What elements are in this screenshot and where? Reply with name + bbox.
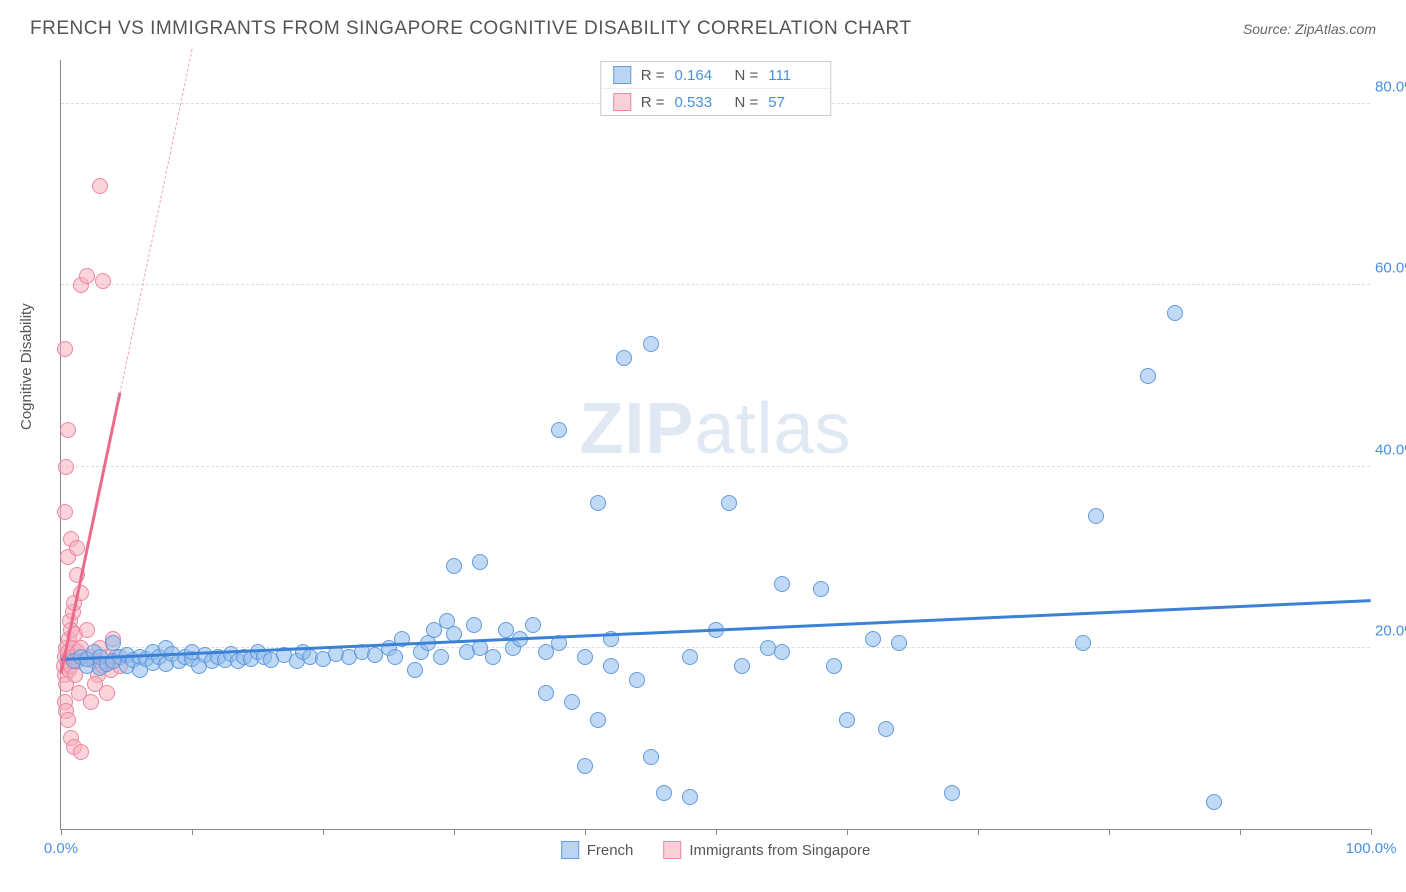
data-point bbox=[60, 712, 76, 728]
x-tick bbox=[585, 829, 586, 835]
x-tick bbox=[192, 829, 193, 835]
x-tick-label: 0.0% bbox=[44, 840, 78, 857]
data-point bbox=[83, 694, 99, 710]
data-point bbox=[407, 662, 423, 678]
swatch-pink-icon bbox=[663, 841, 681, 859]
y-tick-label: 20.0% bbox=[1375, 622, 1406, 639]
source-attribution: Source: ZipAtlas.com bbox=[1243, 21, 1376, 37]
swatch-pink bbox=[613, 93, 631, 111]
n-value-singapore: 57 bbox=[768, 94, 818, 111]
data-point bbox=[472, 554, 488, 570]
stats-row-french: R = 0.164 N = 111 bbox=[601, 62, 831, 88]
data-point bbox=[525, 617, 541, 633]
data-point bbox=[603, 658, 619, 674]
y-axis-label: Cognitive Disability bbox=[18, 303, 35, 430]
correlation-stats-box: R = 0.164 N = 111 R = 0.533 N = 57 bbox=[600, 61, 832, 116]
trend-line bbox=[61, 600, 1371, 662]
data-point bbox=[682, 789, 698, 805]
data-point bbox=[1167, 305, 1183, 321]
data-point bbox=[551, 422, 567, 438]
legend-item-singapore: Immigrants from Singapore bbox=[663, 841, 870, 859]
gridline bbox=[61, 284, 1370, 285]
data-point bbox=[1206, 794, 1222, 810]
data-point bbox=[590, 495, 606, 511]
data-point bbox=[1088, 508, 1104, 524]
chart-title: FRENCH VS IMMIGRANTS FROM SINGAPORE COGN… bbox=[30, 18, 912, 40]
data-point bbox=[643, 749, 659, 765]
watermark: ZIPatlas bbox=[579, 388, 851, 470]
data-point bbox=[95, 273, 111, 289]
data-point bbox=[721, 495, 737, 511]
data-point bbox=[826, 658, 842, 674]
swatch-blue-icon bbox=[561, 841, 579, 859]
data-point bbox=[99, 685, 115, 701]
data-point bbox=[446, 558, 462, 574]
data-point bbox=[944, 785, 960, 801]
x-tick bbox=[716, 829, 717, 835]
data-point bbox=[656, 785, 672, 801]
bottom-legend: French Immigrants from Singapore bbox=[561, 841, 871, 859]
data-point bbox=[57, 504, 73, 520]
swatch-blue bbox=[613, 66, 631, 84]
data-point bbox=[564, 694, 580, 710]
data-point bbox=[774, 576, 790, 592]
y-tick-label: 60.0% bbox=[1375, 260, 1406, 277]
x-tick bbox=[323, 829, 324, 835]
n-value-french: 111 bbox=[768, 67, 818, 84]
data-point bbox=[60, 422, 76, 438]
stats-row-singapore: R = 0.533 N = 57 bbox=[601, 88, 831, 115]
data-point bbox=[643, 336, 659, 352]
r-value-french: 0.164 bbox=[675, 67, 725, 84]
data-point bbox=[629, 672, 645, 688]
data-point bbox=[878, 721, 894, 737]
data-point bbox=[466, 617, 482, 633]
data-point bbox=[577, 758, 593, 774]
data-point bbox=[813, 581, 829, 597]
data-point bbox=[734, 658, 750, 674]
x-tick bbox=[847, 829, 848, 835]
legend-item-french: French bbox=[561, 841, 634, 859]
data-point bbox=[839, 712, 855, 728]
x-tick bbox=[1109, 829, 1110, 835]
y-tick-label: 80.0% bbox=[1375, 79, 1406, 96]
data-point bbox=[865, 631, 881, 647]
data-point bbox=[92, 178, 108, 194]
data-point bbox=[79, 622, 95, 638]
data-point bbox=[57, 341, 73, 357]
data-point bbox=[79, 268, 95, 284]
data-point bbox=[616, 350, 632, 366]
x-tick-label: 100.0% bbox=[1346, 840, 1397, 857]
data-point bbox=[1140, 368, 1156, 384]
data-point bbox=[774, 644, 790, 660]
data-point bbox=[577, 649, 593, 665]
data-point bbox=[58, 459, 74, 475]
gridline bbox=[61, 466, 1370, 467]
data-point bbox=[590, 712, 606, 728]
data-point bbox=[891, 635, 907, 651]
x-tick bbox=[1240, 829, 1241, 835]
r-value-singapore: 0.533 bbox=[675, 94, 725, 111]
x-tick bbox=[978, 829, 979, 835]
chart-plot-area: ZIPatlas 20.0%40.0%60.0%80.0% 0.0%100.0%… bbox=[60, 60, 1370, 830]
data-point bbox=[69, 540, 85, 556]
data-point bbox=[433, 649, 449, 665]
trend-line-dashed bbox=[119, 49, 192, 393]
data-point bbox=[1075, 635, 1091, 651]
data-point bbox=[73, 744, 89, 760]
data-point bbox=[538, 685, 554, 701]
x-tick bbox=[454, 829, 455, 835]
x-tick bbox=[1371, 829, 1372, 835]
data-point bbox=[485, 649, 501, 665]
data-point bbox=[682, 649, 698, 665]
data-point bbox=[387, 649, 403, 665]
x-tick bbox=[61, 829, 62, 835]
y-tick-label: 40.0% bbox=[1375, 441, 1406, 458]
